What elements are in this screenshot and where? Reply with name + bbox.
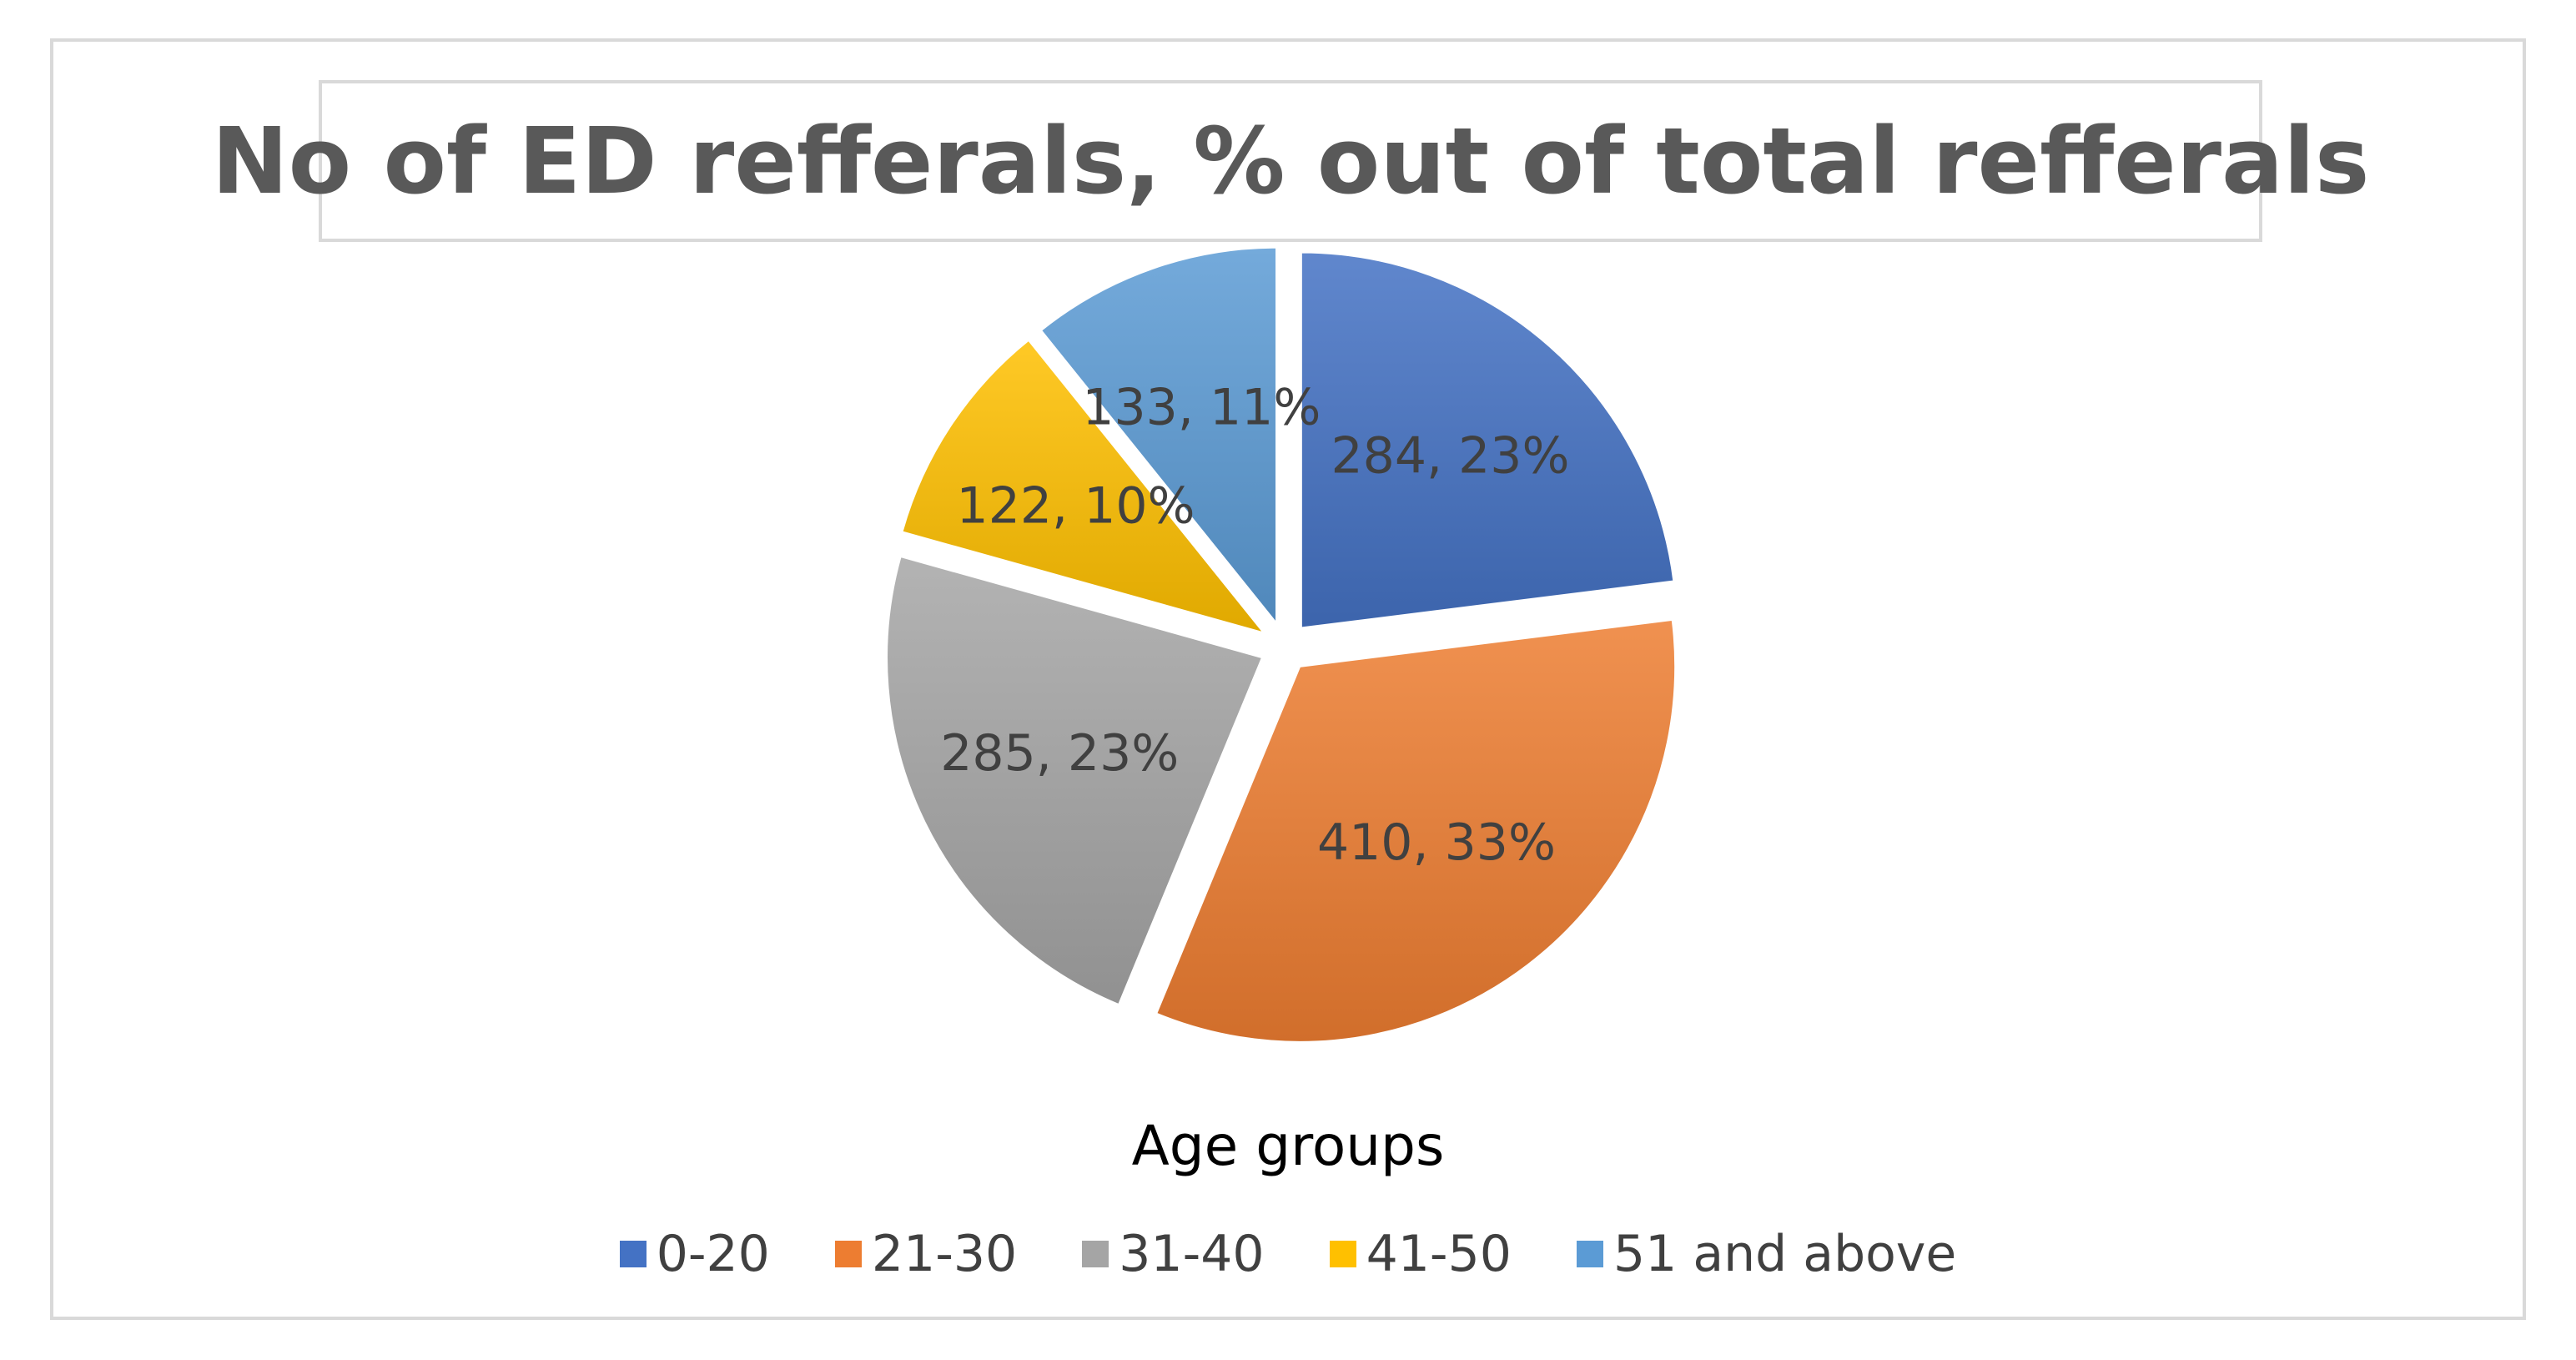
- legend-label: 0-20: [656, 1225, 770, 1283]
- pie-slice-51-and-above: [1039, 246, 1278, 626]
- chart-title-box: No of ED refferals, % out of total reffe…: [212, 80, 2369, 242]
- pie-slices: [886, 246, 1677, 1043]
- legend-label: 51 and above: [1613, 1225, 1957, 1283]
- legend-item-21-30: 21-30: [834, 1225, 1018, 1283]
- legend-swatch: [619, 1241, 647, 1267]
- legend: 0-20 21-30 31-40 41-50 51 and above: [0, 1225, 2576, 1283]
- legend-swatch: [1082, 1241, 1109, 1267]
- pie-slice-0-20: [1300, 251, 1675, 629]
- chart-title: No of ED refferals, % out of total reffe…: [211, 108, 2370, 214]
- legend-swatch: [834, 1241, 862, 1267]
- legend-title: Age groups: [1131, 1114, 1445, 1178]
- legend-swatch: [1576, 1241, 1603, 1267]
- legend-item-51-and-above: 51 and above: [1576, 1225, 1957, 1283]
- pie-data-labels: 284, 23% 410, 33% 285, 23% 122, 10% 133, 11%: [940, 379, 1569, 872]
- pie-slice-41-50: [901, 339, 1266, 635]
- data-label-0-20: 284, 23%: [1331, 427, 1569, 486]
- pie-slice-31-40: [886, 555, 1264, 1006]
- legend-item-41-50: 41-50: [1329, 1225, 1512, 1283]
- chart-frame: [50, 38, 2526, 1320]
- data-label-51-and-above: 133, 11%: [1082, 379, 1321, 437]
- data-label-31-40: 285, 23%: [940, 724, 1179, 783]
- legend-item-0-20: 0-20: [619, 1225, 770, 1283]
- data-label-21-30: 410, 33%: [1317, 813, 1556, 872]
- pie-slice-21-30: [1155, 618, 1677, 1043]
- legend-item-31-40: 31-40: [1082, 1225, 1265, 1283]
- legend-label: 41-50: [1366, 1225, 1512, 1283]
- data-label-41-50: 122, 10%: [957, 476, 1195, 535]
- legend-label: 31-40: [1119, 1225, 1265, 1283]
- legend-label: 21-30: [871, 1225, 1018, 1283]
- legend-swatch: [1329, 1241, 1356, 1267]
